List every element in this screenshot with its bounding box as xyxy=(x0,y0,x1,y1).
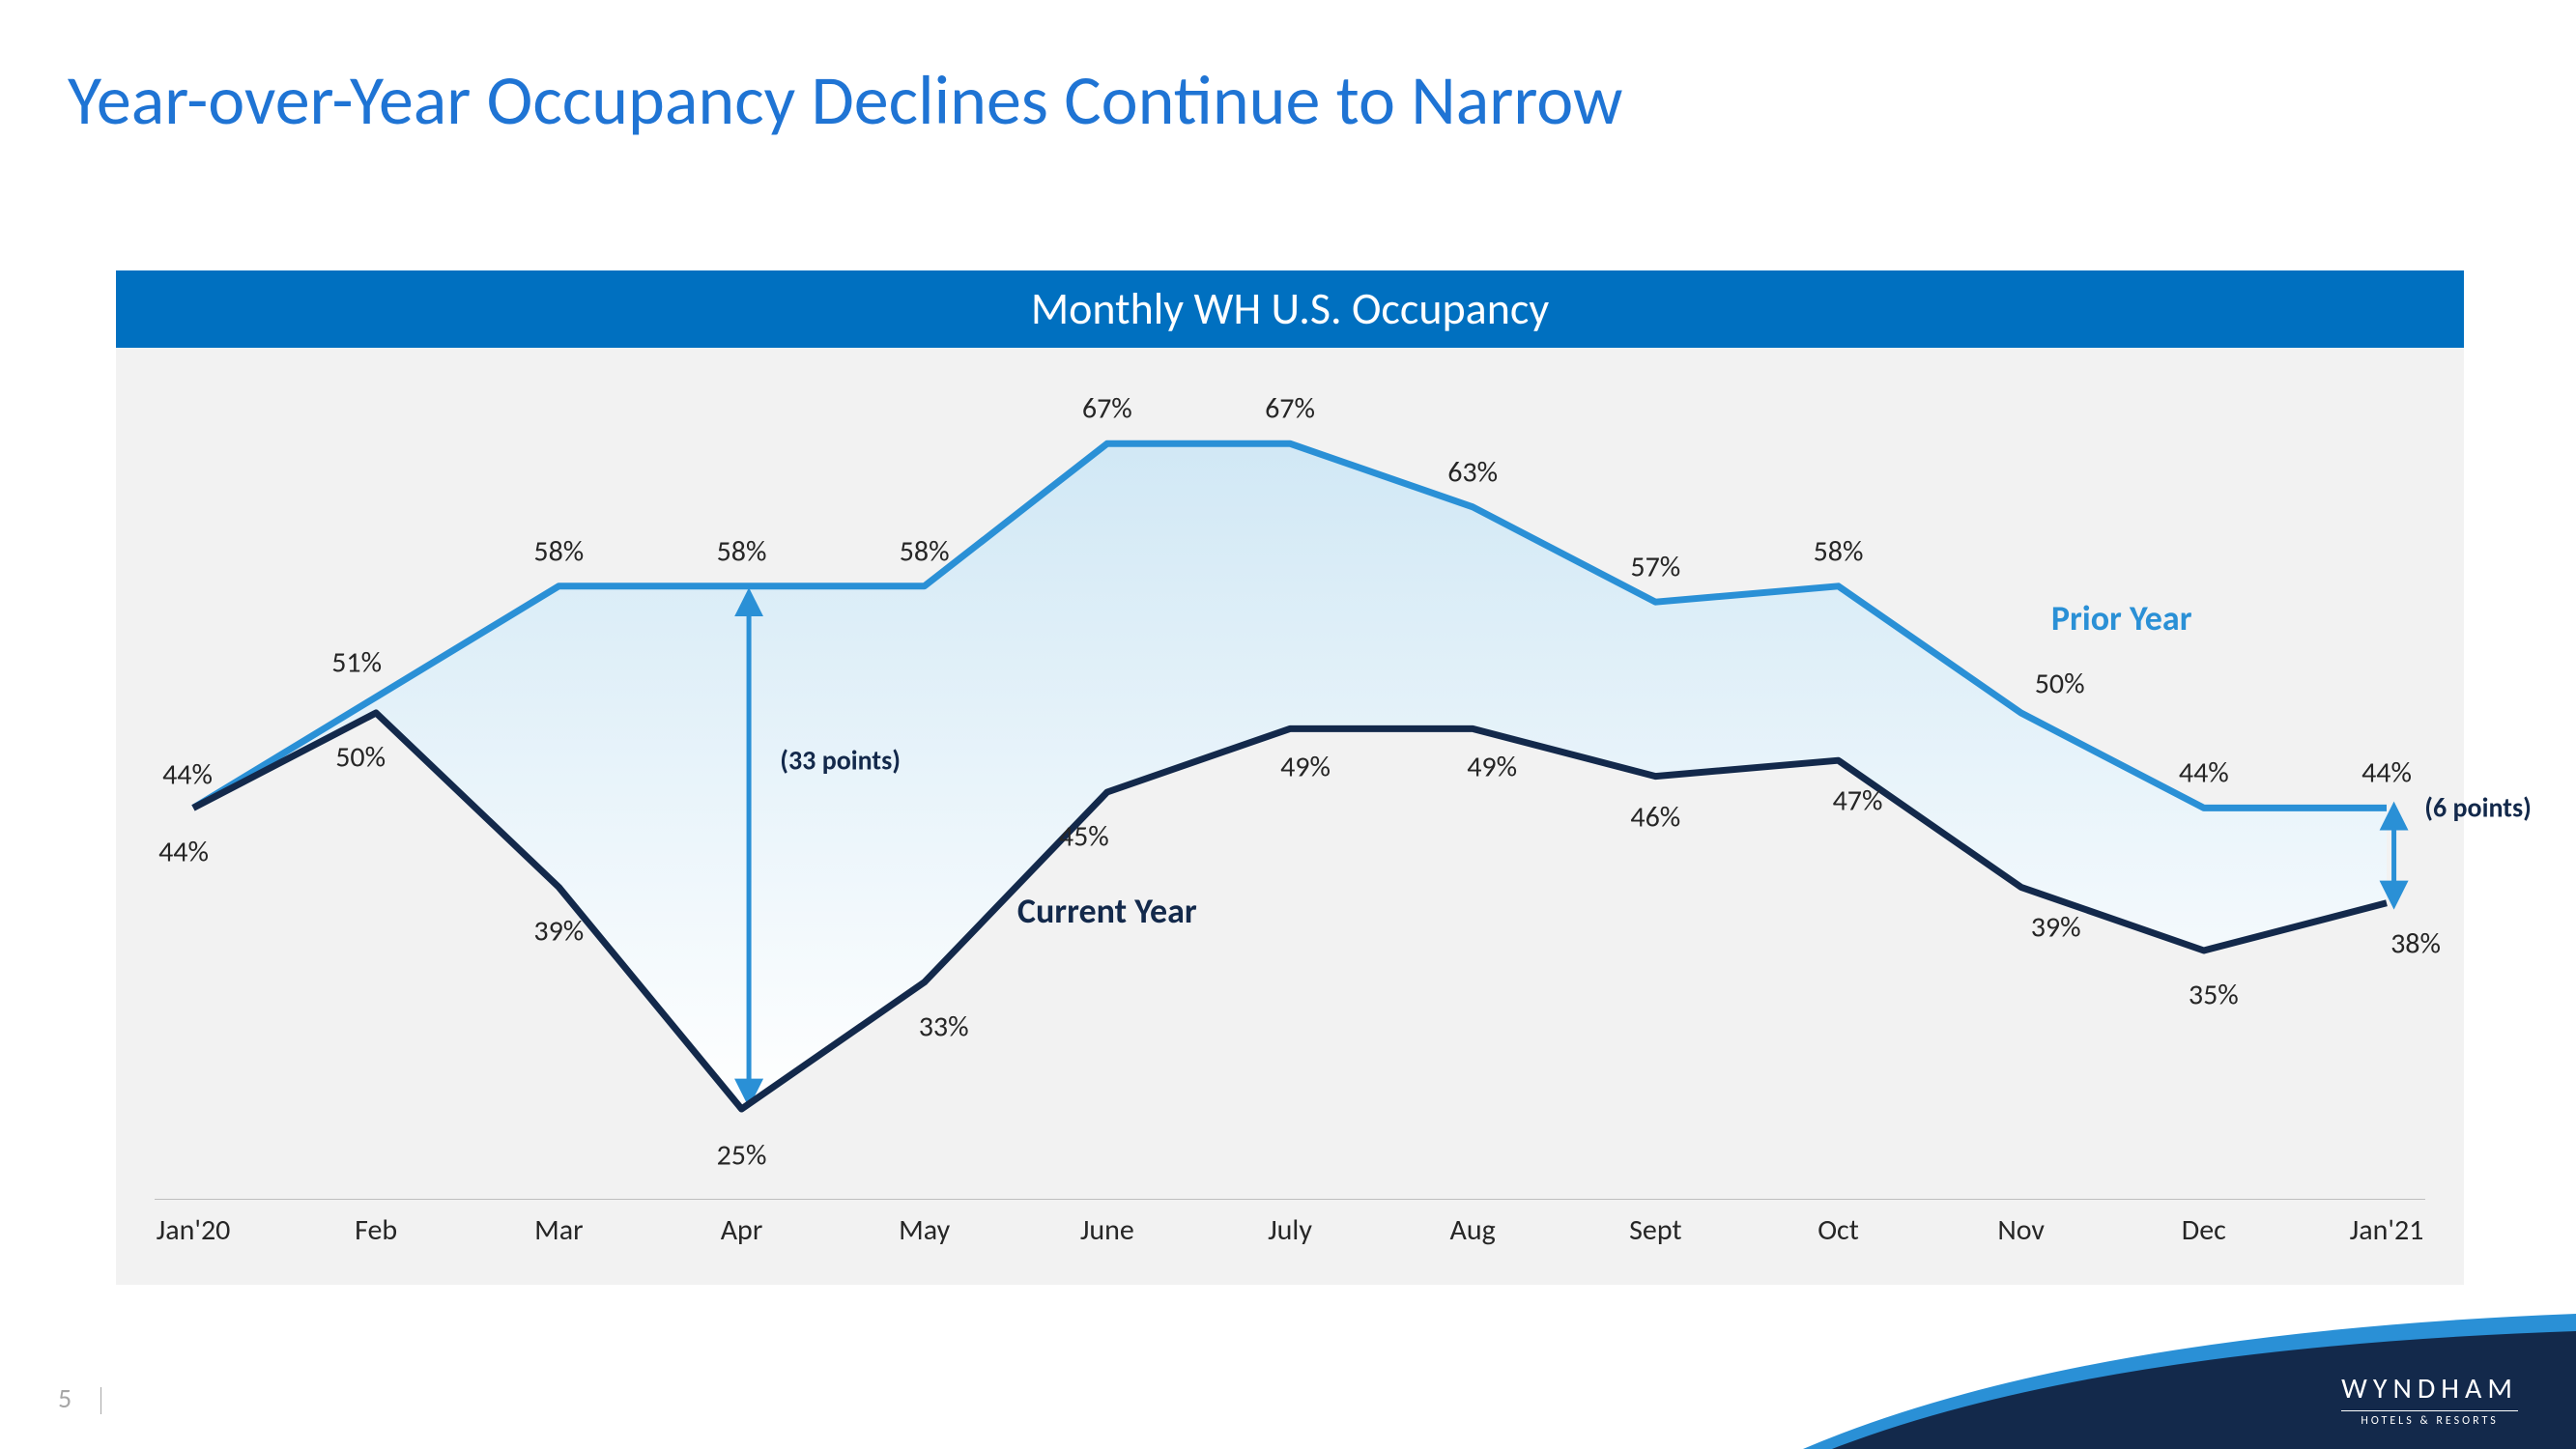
slide-title: Year-over-Year Occupancy Declines Contin… xyxy=(68,58,1622,143)
prior-data-label: 58% xyxy=(717,533,767,569)
prior-data-label: 63% xyxy=(1447,454,1498,490)
x-tick-label: Apr xyxy=(721,1212,763,1248)
prior-data-label: 51% xyxy=(331,644,382,680)
x-tick-label: May xyxy=(899,1212,950,1248)
x-tick-label: Sept xyxy=(1629,1212,1681,1248)
prior-data-label: 50% xyxy=(2035,667,2085,702)
current-data-label: 49% xyxy=(1467,750,1517,785)
prior-data-label: 44% xyxy=(162,757,213,793)
brand-logo: WYNDHAM HOTELS & RESORTS xyxy=(2341,1371,2518,1428)
gap-annotation: (33 points) xyxy=(780,744,901,778)
x-axis-labels: Jan'20 Feb Mar Apr May June July Aug Sept Oct Nov D… xyxy=(116,1212,2464,1261)
page-number: 5 xyxy=(58,1381,101,1415)
prior-data-label: 67% xyxy=(1082,391,1132,427)
prior-data-label: 57% xyxy=(1630,550,1680,585)
current-data-label: 45% xyxy=(1059,819,1109,855)
chart-card: Monthly WH U.S. Occupancy Jan'20 Feb Mar Ap… xyxy=(116,270,2464,1285)
current-data-label: 39% xyxy=(2031,910,2081,946)
x-tick-label: July xyxy=(1268,1212,1312,1248)
x-tick-label: Oct xyxy=(1818,1212,1859,1248)
current-data-label: 25% xyxy=(717,1138,767,1174)
x-tick-label: Dec xyxy=(2182,1212,2226,1248)
current-data-label: 50% xyxy=(335,740,386,776)
current-data-label: 35% xyxy=(2189,978,2239,1013)
x-tick-label: Jan'20 xyxy=(157,1212,231,1248)
x-tick-label: June xyxy=(1080,1212,1134,1248)
gap-annotation: (6 points) xyxy=(2424,791,2532,825)
x-tick-label: Mar xyxy=(534,1212,583,1248)
chart-svg xyxy=(116,348,2464,1285)
prior-year-label: Prior Year xyxy=(2051,597,2192,639)
prior-data-label: 44% xyxy=(2361,755,2412,791)
prior-data-label: 44% xyxy=(2179,755,2229,791)
current-data-label: 47% xyxy=(1833,783,1883,819)
x-tick-label: Aug xyxy=(1450,1212,1496,1248)
brand-tagline: HOTELS & RESORTS xyxy=(2341,1410,2518,1428)
current-data-label: 46% xyxy=(1630,799,1680,835)
x-tick-label: Jan'21 xyxy=(2350,1212,2424,1248)
x-tick-label: Feb xyxy=(355,1212,397,1248)
chart-baseline xyxy=(155,1199,2425,1200)
prior-data-label: 58% xyxy=(900,533,950,569)
chart-header: Monthly WH U.S. Occupancy xyxy=(116,270,2464,348)
current-data-label: 44% xyxy=(158,835,209,870)
current-data-label: 49% xyxy=(1280,750,1331,785)
current-data-label: 33% xyxy=(919,1009,969,1044)
current-data-label: 39% xyxy=(533,914,584,950)
prior-data-label: 58% xyxy=(533,533,584,569)
plot-area: Jan'20 Feb Mar Apr May June July Aug Sept Oct Nov D… xyxy=(116,348,2464,1285)
current-data-label: 38% xyxy=(2390,925,2441,961)
x-tick-label: Nov xyxy=(1997,1212,2045,1248)
prior-data-label: 58% xyxy=(1814,533,1864,569)
brand-name: WYNDHAM xyxy=(2341,1371,2518,1406)
prior-data-label: 67% xyxy=(1265,391,1315,427)
current-year-label: Current Year xyxy=(1017,890,1197,932)
